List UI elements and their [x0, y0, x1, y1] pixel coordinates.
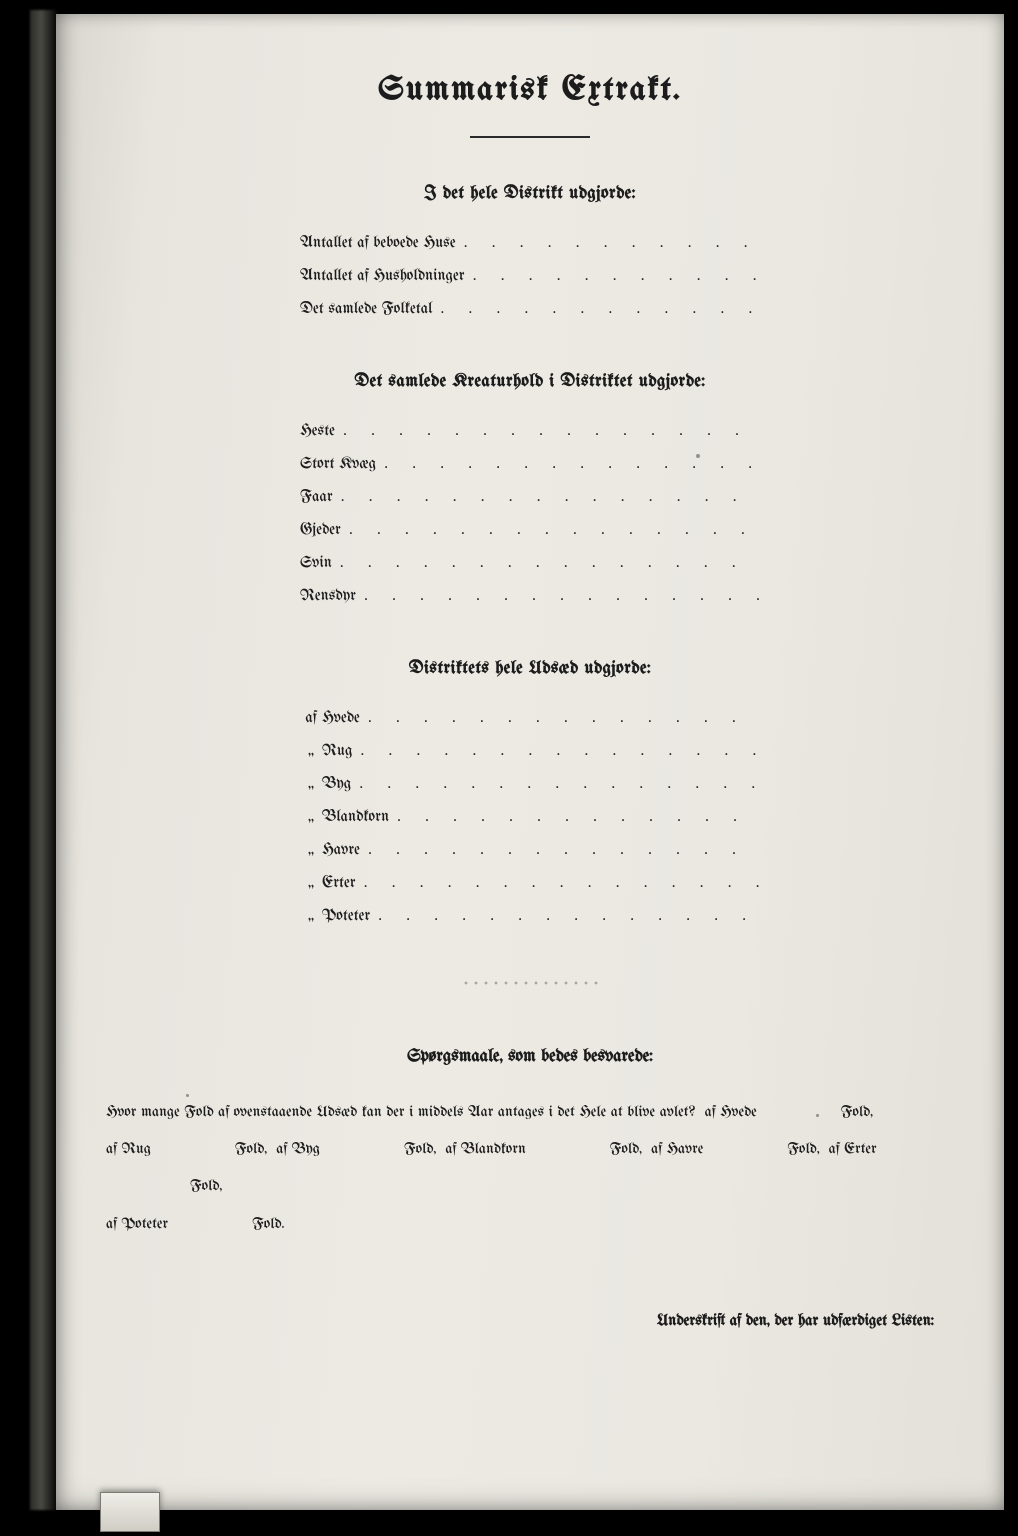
leader-dots: . . . . . . . . . . . . . . . . . . . . … — [341, 481, 760, 513]
binding-shadow — [30, 10, 58, 1510]
leader-dots: . . . . . . . . . . . . . . . . . . . . … — [464, 227, 760, 259]
row-label: Svin — [300, 548, 340, 580]
bottom-tab — [100, 1492, 160, 1532]
speck — [186, 1094, 189, 1097]
q-fold: Fold, — [235, 1141, 267, 1157]
row-label: Byg — [322, 769, 359, 801]
row-label: Hvede — [322, 703, 368, 735]
q-of: af — [106, 1216, 117, 1232]
leader-dots: . . . . . . . . . . . . . . . . . . . . … — [340, 547, 760, 579]
leader-dots: . . . . . . . . . . . . . . . . . . . . … — [440, 293, 760, 325]
questions-lead: Hvor mange Fold af ovenstaaende Udsæd ka… — [106, 1104, 696, 1120]
leader-dots: . . . . . . . . . . . . . . . . . . . . … — [343, 415, 760, 447]
row-label: Stort Kvæg — [300, 449, 384, 481]
q-fold: Fold, — [841, 1104, 873, 1120]
q-item: Blandkorn — [461, 1141, 526, 1157]
list-item: Faar . . . . . . . . . . . . . . . . . .… — [300, 481, 760, 514]
leader-dots: . . . . . . . . . . . . . . . . . . . . … — [364, 867, 760, 899]
ditto-prefix: „ — [300, 736, 322, 768]
leader-dots: . . . . . . . . . . . . . . . . . . . . … — [473, 260, 760, 292]
list-item: „ Havre . . . . . . . . . . . . . . . . … — [300, 834, 760, 867]
section1-heading: I det hele Distrikt udgjorde: — [56, 184, 1004, 203]
q-fold: Fold, — [404, 1141, 436, 1157]
q-item: Rug — [121, 1141, 150, 1157]
ditto-prefix: „ — [300, 835, 322, 867]
section1-block: Antallet af beboede Huse . . . . . . . .… — [300, 227, 760, 326]
row-label: Det samlede Folketal — [300, 294, 440, 326]
list-item: „ Erter . . . . . . . . . . . . . . . . … — [300, 867, 760, 900]
q-of: af — [705, 1104, 716, 1120]
leader-dots: . . . . . . . . . . . . . . . . . . . . … — [368, 702, 760, 734]
list-item: Gjeder . . . . . . . . . . . . . . . . .… — [300, 514, 760, 547]
row-label: Faar — [300, 482, 341, 514]
row-label: Heste — [300, 416, 343, 448]
q-item: Hvede — [720, 1104, 757, 1120]
section3-block: af Hvede . . . . . . . . . . . . . . . .… — [300, 702, 760, 933]
title-rule — [470, 136, 590, 138]
q-of: af — [651, 1141, 662, 1157]
ditto-prefix: af — [300, 703, 322, 735]
ditto-prefix: „ — [300, 769, 322, 801]
leader-dots: . . . . . . . . . . . . . . . . . . . . … — [364, 580, 760, 612]
row-label: Havre — [322, 835, 368, 867]
list-item: „ Byg . . . . . . . . . . . . . . . . . … — [300, 768, 760, 801]
q-fold: Fold, — [787, 1141, 819, 1157]
list-item: „ Rug . . . . . . . . . . . . . . . . . … — [300, 735, 760, 768]
row-label: Antallet af beboede Huse — [300, 228, 464, 260]
row-label: Blandkorn — [322, 802, 397, 834]
leader-dots: . . . . . . . . . . . . . . . . . . . . … — [397, 801, 760, 833]
list-item: Rensdyr . . . . . . . . . . . . . . . . … — [300, 580, 760, 613]
q-item: Poteter — [121, 1216, 168, 1232]
scan-frame: Summarisk Extrakt. I det hele Distrikt u… — [0, 0, 1018, 1536]
list-item: Det samlede Folketal . . . . . . . . . .… — [300, 293, 760, 326]
leader-dots: . . . . . . . . . . . . . . . . . . . . … — [378, 900, 760, 932]
questions-body: Hvor mange Fold af ovenstaaende Udsæd ka… — [106, 1094, 954, 1243]
list-item: Heste . . . . . . . . . . . . . . . . . … — [300, 415, 760, 448]
questions-heading: Spørgsmaale, som bedes besvarede: — [56, 1047, 1004, 1066]
row-label: Gjeder — [300, 515, 349, 547]
row-label: Rug — [322, 736, 360, 768]
row-label: Antallet af Husholdninger — [300, 261, 473, 293]
list-item: „ Poteter . . . . . . . . . . . . . . . … — [300, 900, 760, 933]
leader-dots: . . . . . . . . . . . . . . . . . . . . … — [359, 768, 760, 800]
q-of: af — [445, 1141, 456, 1157]
speck — [816, 1114, 819, 1117]
row-label: Erter — [322, 868, 364, 900]
list-item: Antallet af Husholdninger . . . . . . . … — [300, 260, 760, 293]
list-item: Svin . . . . . . . . . . . . . . . . . .… — [300, 547, 760, 580]
leader-dots: . . . . . . . . . . . . . . . . . . . . … — [368, 834, 760, 866]
page: Summarisk Extrakt. I det hele Distrikt u… — [56, 14, 1004, 1510]
signature-line: Underskrift af den, der har udfærdiget L… — [56, 1313, 934, 1330]
ditto-prefix: „ — [300, 802, 322, 834]
leader-dots: . . . . . . . . . . . . . . . . . . . . … — [384, 448, 760, 480]
q-fold-end: Fold. — [252, 1216, 285, 1232]
row-label: Rensdyr — [300, 581, 364, 613]
q-item: Erter — [844, 1141, 877, 1157]
q-of: af — [829, 1141, 840, 1157]
ornament-rule — [460, 979, 600, 987]
q-of: af — [276, 1141, 287, 1157]
q-fold: Fold, — [190, 1178, 222, 1194]
q-item: Byg — [292, 1141, 320, 1157]
row-label: Poteter — [322, 901, 378, 933]
list-item: „ Blandkorn . . . . . . . . . . . . . . … — [300, 801, 760, 834]
q-of: af — [106, 1141, 117, 1157]
q-fold: Fold, — [610, 1141, 642, 1157]
page-title: Summarisk Extrakt. — [56, 14, 1004, 108]
q-item: Havre — [667, 1141, 704, 1157]
ditto-prefix: „ — [300, 901, 322, 933]
section2-block: Heste . . . . . . . . . . . . . . . . . … — [300, 415, 760, 613]
list-item: Antallet af beboede Huse . . . . . . . .… — [300, 227, 760, 260]
speck — [696, 454, 700, 458]
leader-dots: . . . . . . . . . . . . . . . . . . . . … — [360, 735, 760, 767]
section2-heading: Det samlede Kreaturhold i Distriktet udg… — [56, 372, 1004, 391]
leader-dots: . . . . . . . . . . . . . . . . . . . . … — [349, 514, 760, 546]
ditto-prefix: „ — [300, 868, 322, 900]
list-item: af Hvede . . . . . . . . . . . . . . . .… — [300, 702, 760, 735]
section3-heading: Distriktets hele Udsæd udgjorde: — [56, 659, 1004, 678]
list-item: Stort Kvæg . . . . . . . . . . . . . . .… — [300, 448, 760, 481]
